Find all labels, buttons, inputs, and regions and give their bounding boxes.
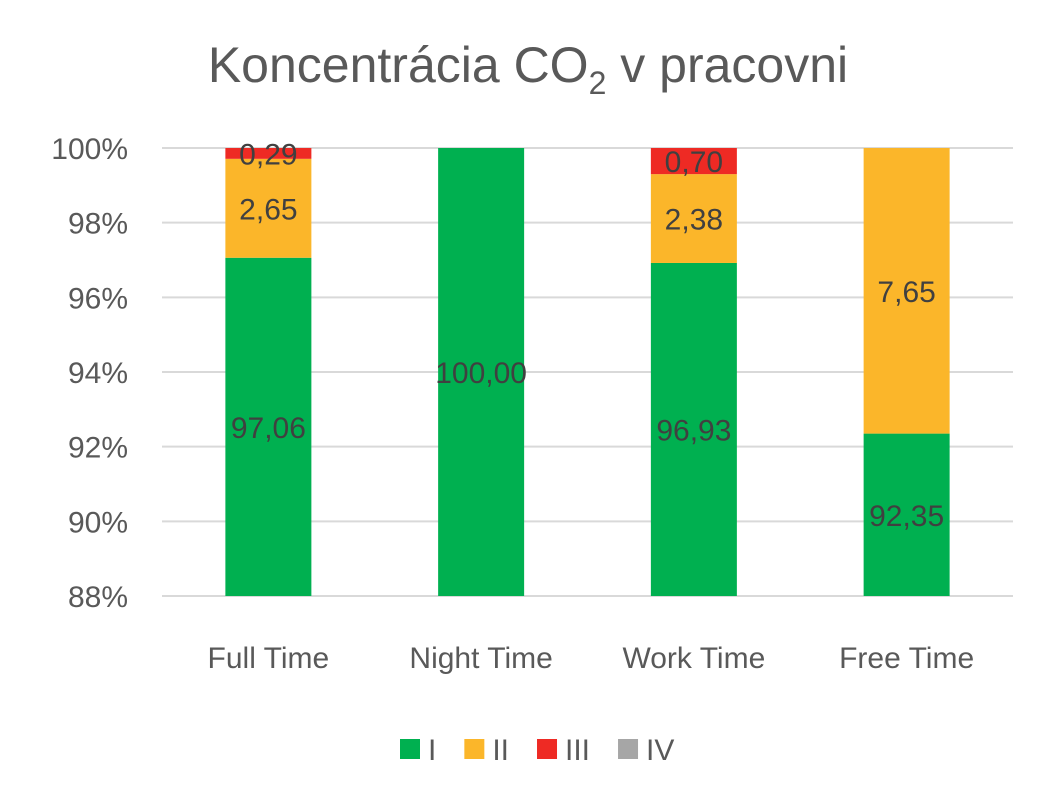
y-tick-label: 92% <box>68 432 128 465</box>
legend-swatch <box>464 739 485 759</box>
data-label: 0,29 <box>239 138 297 171</box>
y-tick-label: 90% <box>68 506 128 539</box>
category-label: Work Time <box>622 642 765 675</box>
bar-segment <box>650 262 737 596</box>
y-tick-label: 88% <box>68 581 128 614</box>
bar-segment <box>438 148 525 596</box>
legend-swatch <box>400 739 420 759</box>
bar-segment <box>225 148 312 159</box>
y-tick-label: 98% <box>68 208 128 241</box>
bar-segment <box>863 433 950 596</box>
category-label: Free Time <box>839 642 974 675</box>
bar-segment <box>225 257 312 596</box>
x-axis-categories: Full Time Night Time Work Time Free Time <box>208 642 975 675</box>
legend: I II III IV <box>400 734 674 767</box>
category-label: Night Time <box>409 642 552 675</box>
bars <box>225 148 950 596</box>
category-label: Full Time <box>208 642 330 675</box>
bar-segment <box>650 148 737 175</box>
y-tick-label: 100% <box>51 133 128 166</box>
legend-label: II <box>492 734 509 767</box>
bar-segment <box>650 174 737 263</box>
y-tick-label: 94% <box>68 357 128 390</box>
data-label: 2,38 <box>665 204 723 237</box>
data-label: 97,06 <box>231 412 306 445</box>
data-label: 92,35 <box>869 500 944 533</box>
data-label: 2,65 <box>239 193 297 226</box>
y-axis-ticks: 88% 90% 92% 94% 96% 98% 100% <box>51 133 128 614</box>
data-label: 0,70 <box>665 146 723 179</box>
data-labels: 97,06 2,65 0,29 100,00 96,93 2,38 0,70 92,35 7,6… <box>231 138 944 532</box>
legend-swatch <box>618 739 639 759</box>
legend-swatch <box>537 739 558 759</box>
bar-segment <box>225 158 312 258</box>
legend-label: IV <box>646 734 674 767</box>
y-tick-label: 96% <box>68 282 128 315</box>
bar-segment <box>863 148 950 434</box>
chart-title: Koncentrácia CO2 v pracovni <box>208 37 848 101</box>
data-label: 96,93 <box>656 414 731 447</box>
data-label: 7,65 <box>877 276 935 309</box>
data-label: 100,00 <box>435 357 527 390</box>
legend-label: III <box>565 734 590 767</box>
legend-label: I <box>428 734 436 767</box>
